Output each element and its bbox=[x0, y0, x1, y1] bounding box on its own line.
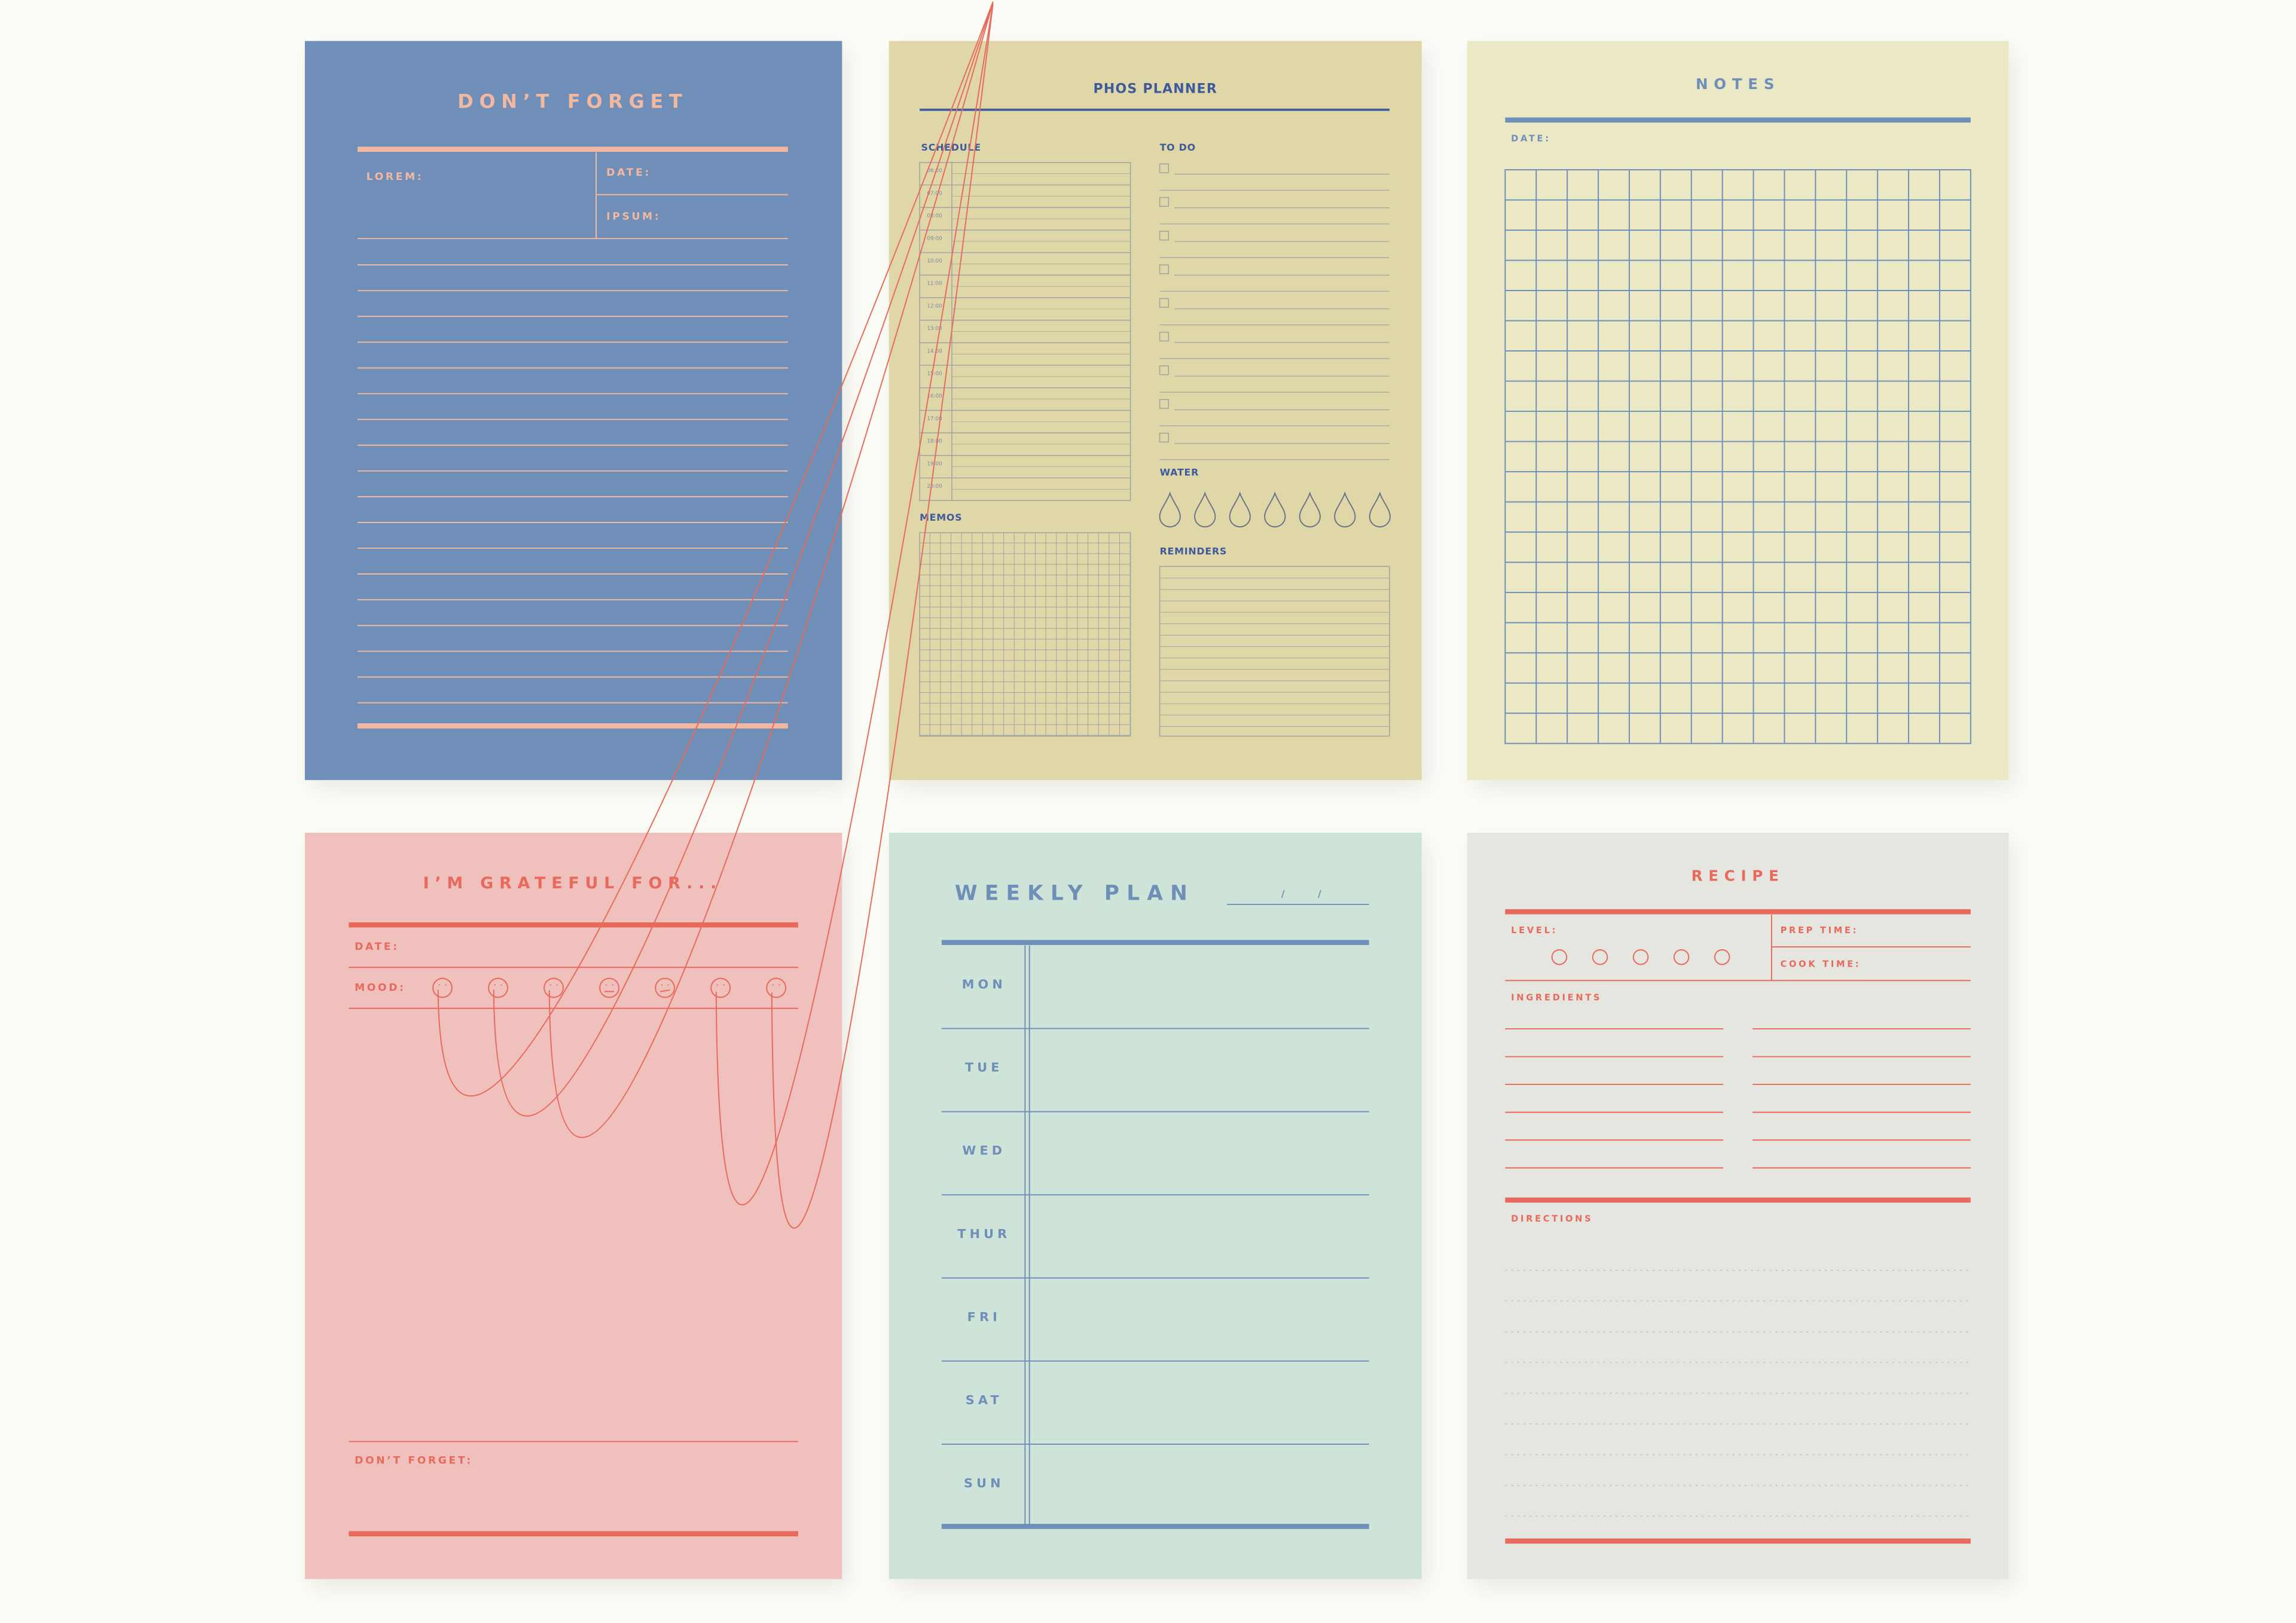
time-label: 12:00 bbox=[927, 303, 942, 309]
mood-face-features bbox=[771, 4, 994, 1229]
water-drop bbox=[1334, 491, 1356, 528]
mood-face-features bbox=[493, 1, 994, 1117]
title: PHOS PLANNER bbox=[1093, 81, 1217, 96]
mood-face-features bbox=[548, 2, 994, 1138]
day-label: SAT bbox=[966, 1393, 1003, 1407]
time-label: 08:00 bbox=[927, 213, 942, 219]
level-circle bbox=[1551, 949, 1568, 965]
time-label: 17:00 bbox=[927, 416, 942, 422]
mood-face bbox=[432, 977, 453, 998]
card-recipe bbox=[1467, 832, 2009, 1579]
mood-face-features bbox=[604, 984, 615, 992]
label: LOREM: bbox=[367, 171, 424, 183]
date-slash: / bbox=[1318, 888, 1322, 899]
time-label: 06:00 bbox=[927, 168, 942, 174]
mood-face bbox=[655, 977, 676, 998]
label: LEVEL: bbox=[1511, 925, 1558, 936]
box bbox=[1159, 231, 1170, 241]
level-circle bbox=[1673, 949, 1690, 965]
card-weekly bbox=[889, 832, 1422, 1579]
label: TO DO bbox=[1160, 142, 1196, 153]
mood-face bbox=[488, 977, 508, 998]
box bbox=[1159, 197, 1170, 207]
label: DATE: bbox=[606, 167, 651, 179]
water-drop bbox=[1229, 491, 1251, 528]
mood-face bbox=[710, 977, 731, 998]
date-slash: / bbox=[1281, 888, 1286, 899]
label: INGREDIENTS bbox=[1511, 993, 1602, 1003]
label: DIRECTIONS bbox=[1511, 1214, 1593, 1224]
label: MEMOS bbox=[920, 512, 962, 523]
time-label: 13:00 bbox=[927, 326, 942, 332]
box bbox=[1159, 331, 1170, 342]
label: DATE: bbox=[1511, 134, 1551, 144]
box bbox=[1159, 264, 1170, 274]
title: DON’T FORGET bbox=[457, 90, 688, 112]
box bbox=[1159, 365, 1170, 375]
day-label: SUN bbox=[964, 1476, 1004, 1490]
time-label: 11:00 bbox=[927, 281, 942, 287]
water-drop bbox=[1369, 491, 1391, 528]
level-circle bbox=[1632, 949, 1649, 965]
label: DATE: bbox=[355, 941, 399, 953]
label: COOK TIME: bbox=[1781, 959, 1861, 969]
label: DON’T FORGET: bbox=[355, 1454, 473, 1466]
box bbox=[1159, 399, 1170, 409]
time-label: 14:00 bbox=[927, 349, 942, 354]
box bbox=[1159, 432, 1170, 443]
level-circle bbox=[1714, 949, 1730, 965]
time-label: 18:00 bbox=[927, 439, 942, 445]
day-label: TUE bbox=[965, 1060, 1003, 1075]
water-drop bbox=[1159, 491, 1181, 528]
day-label: MON bbox=[962, 977, 1006, 992]
level-circle bbox=[1592, 949, 1608, 965]
card-grateful bbox=[304, 832, 842, 1579]
title: WEEKLY PLAN bbox=[955, 881, 1195, 905]
mood-face-features bbox=[715, 4, 994, 1206]
time-label: 16:00 bbox=[927, 393, 942, 399]
water-drop bbox=[1264, 491, 1286, 528]
mood-face bbox=[766, 977, 787, 998]
mood-face bbox=[599, 977, 619, 998]
day-label: FRI bbox=[967, 1310, 1001, 1324]
label: PREP TIME: bbox=[1781, 925, 1859, 936]
box bbox=[1159, 163, 1170, 173]
day-label: WED bbox=[962, 1144, 1006, 1158]
water-drop bbox=[1194, 491, 1216, 528]
day-label: THUR bbox=[957, 1227, 1010, 1241]
box bbox=[1159, 566, 1390, 737]
mood-face-features bbox=[437, 1, 994, 1097]
label: REMINDERS bbox=[1160, 545, 1228, 557]
time-label: 10:00 bbox=[927, 258, 942, 264]
mood-face-features bbox=[660, 984, 670, 992]
title: NOTES bbox=[1696, 75, 1780, 93]
time-label: 20:00 bbox=[927, 484, 942, 490]
title: I’M GRATEFUL FOR... bbox=[423, 874, 723, 893]
water-drop bbox=[1299, 491, 1321, 528]
box bbox=[1159, 298, 1170, 308]
title: RECIPE bbox=[1692, 867, 1785, 884]
time-label: 09:00 bbox=[927, 236, 942, 242]
mood-face bbox=[544, 977, 564, 998]
label: WATER bbox=[1160, 466, 1199, 478]
time-label: 15:00 bbox=[927, 371, 942, 377]
label: IPSUM: bbox=[606, 210, 661, 222]
label: MOOD: bbox=[355, 982, 406, 994]
box bbox=[1504, 169, 1971, 744]
time-label: 07:00 bbox=[927, 191, 942, 197]
card-dont-forget bbox=[304, 41, 842, 780]
card-notes bbox=[1467, 41, 2009, 780]
